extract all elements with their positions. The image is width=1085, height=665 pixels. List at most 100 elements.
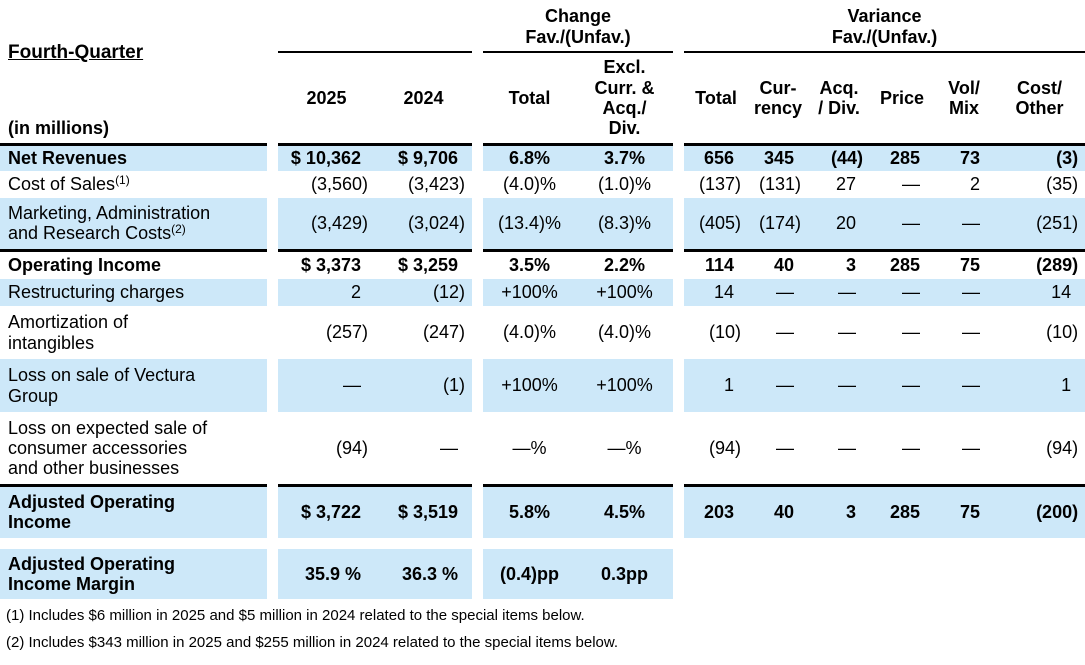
table-corner-cell: Fourth-Quarter (in millions): [0, 0, 267, 146]
cell-var_vol_mix: —: [934, 359, 995, 412]
cell-var_acq_div: —: [838, 322, 857, 343]
cell-var_acq_div: (44): [808, 144, 871, 171]
cell-var_price: 285: [870, 144, 935, 171]
cell-var_vol_mix: 73: [934, 144, 995, 171]
cell-y2025: $ 3,722: [278, 483, 375, 538]
cell-var_vol_mix: —: [934, 198, 995, 250]
column-gap: [673, 412, 685, 485]
empty-cell: [748, 549, 809, 599]
cell-var_total: (137): [698, 174, 742, 195]
cell-var_vol_mix: 75: [934, 248, 995, 279]
cell-var_total: 1: [684, 359, 749, 412]
column-gap: [267, 485, 278, 538]
column-gap: [267, 412, 278, 485]
cell-var_currency: (131): [758, 174, 802, 195]
cell-var_vol_mix: 75: [934, 483, 995, 538]
column-gap: [267, 52, 278, 144]
cell-var_acq_div: —: [838, 437, 857, 458]
column-header-vol-mix: Vol/ Mix: [934, 52, 995, 146]
cell-y2024: (247): [422, 322, 465, 343]
column-gap: [472, 171, 483, 198]
cell-chg_total: 5.8%: [483, 483, 576, 538]
variance-group-header: Variance Fav./(Unfav.): [684, 0, 1085, 53]
table-row: Operating Income $ 3,373 $ 3,259 3.5% 2.2% 11…: [0, 248, 1085, 279]
cell-var_cost_other: (10): [1046, 322, 1079, 343]
cell-var_cost_other: (3): [994, 144, 1085, 171]
cell-var_acq_div: —: [808, 279, 871, 306]
table-row: Marketing, Administration and Research C…: [0, 198, 1085, 250]
cell-var_cost_other: (200): [994, 483, 1085, 538]
period-title: Fourth-Quarter: [8, 42, 144, 63]
cell-var_price: —: [870, 198, 935, 250]
column-header-row: 2025 2024 Total Excl. Curr. & Acq./ Div.…: [0, 52, 1085, 146]
table-row: Amortization of intangibles (257) (247) (4.…: [0, 306, 1085, 359]
column-gap: [472, 0, 483, 52]
column-gap: [673, 0, 685, 52]
cell-var_total: (405): [684, 198, 749, 250]
cell-var_currency: —: [776, 437, 795, 458]
column-gap: [267, 306, 278, 359]
cell-y2024: 36.3 %: [375, 549, 472, 599]
column-gap: [673, 549, 685, 599]
group-header-row: Fourth-Quarter (in millions) Change Fav.…: [0, 0, 1085, 146]
empty-cell: [808, 549, 871, 599]
column-gap: [267, 549, 278, 599]
row-label: Amortization of intangibles: [8, 312, 129, 353]
column-gap: [673, 485, 685, 538]
cell-y2025: 2: [278, 279, 375, 306]
table-row: Loss on expected sale of consumer access…: [0, 412, 1085, 485]
cell-y2024: (3,423): [407, 174, 465, 195]
column-gap: [673, 144, 685, 171]
cell-y2024: (1): [375, 359, 472, 412]
cell-var_cost_other: (289): [994, 248, 1085, 279]
cell-chg_total: (13.4)%: [483, 198, 576, 250]
table-row: Net Revenues $ 10,362 $ 9,706 6.8% 3.7% 656 34…: [0, 144, 1085, 171]
cell-var_vol_mix: —: [934, 279, 995, 306]
change-group-header: Change Fav./(Unfav.): [483, 0, 674, 53]
cell-var_acq_div: 20: [808, 198, 871, 250]
cell-var_currency: —: [748, 359, 809, 412]
cell-var_cost_other: (35): [1046, 174, 1079, 195]
empty-cell: [934, 549, 995, 599]
cell-var_price: —: [902, 174, 921, 195]
column-gap: [267, 198, 278, 250]
cell-y2024: —: [440, 437, 458, 458]
spacer-row: [0, 538, 1085, 549]
cell-var_vol_mix: —: [962, 437, 981, 458]
cell-var_total: (10): [709, 322, 742, 343]
column-gap: [472, 549, 483, 599]
column-gap: [472, 250, 483, 279]
cell-y2024: (3,024): [375, 198, 472, 250]
cell-var_cost_other: 1: [994, 359, 1085, 412]
cell-chg_excl: 2.2%: [576, 248, 674, 279]
row-label: Net Revenues: [0, 144, 267, 171]
column-gap: [673, 198, 685, 250]
column-gap: [673, 52, 685, 144]
column-gap: [267, 279, 278, 306]
cell-y2025: $ 10,362: [278, 144, 375, 171]
column-header-cost-other: Cost/ Other: [994, 52, 1085, 146]
footnote-2: (2) Includes $343 million in 2025 and $2…: [6, 634, 619, 651]
table-row: Adjusted Operating Income $ 3,722 $ 3,519 5…: [0, 483, 1085, 538]
cell-y2024: (12): [375, 279, 472, 306]
cell-y2025: (3,429): [278, 198, 375, 250]
column-header-price: Price: [870, 52, 935, 146]
cell-var_total: 203: [684, 483, 749, 538]
empty-cell: [870, 549, 935, 599]
column-gap: [472, 412, 483, 485]
cell-chg_total: 6.8%: [483, 144, 576, 171]
cell-var_currency: 40: [748, 248, 809, 279]
cell-y2025: (257): [325, 322, 368, 343]
column-header-2025: 2025: [278, 52, 375, 146]
column-gap: [472, 306, 483, 359]
cell-chg_excl: +100%: [576, 279, 674, 306]
cell-chg_total: +100%: [483, 279, 576, 306]
column-gap: [673, 359, 685, 412]
cell-chg_excl: 0.3pp: [576, 549, 674, 599]
table-row: Restructuring charges 2 (12) +100% +100% 14— —…: [0, 279, 1085, 306]
column-gap: [472, 359, 483, 412]
column-header-currency: Cur- rency: [748, 52, 809, 146]
cell-var_acq_div: 27: [835, 174, 857, 195]
cell-y2025: (3,560): [310, 174, 368, 195]
